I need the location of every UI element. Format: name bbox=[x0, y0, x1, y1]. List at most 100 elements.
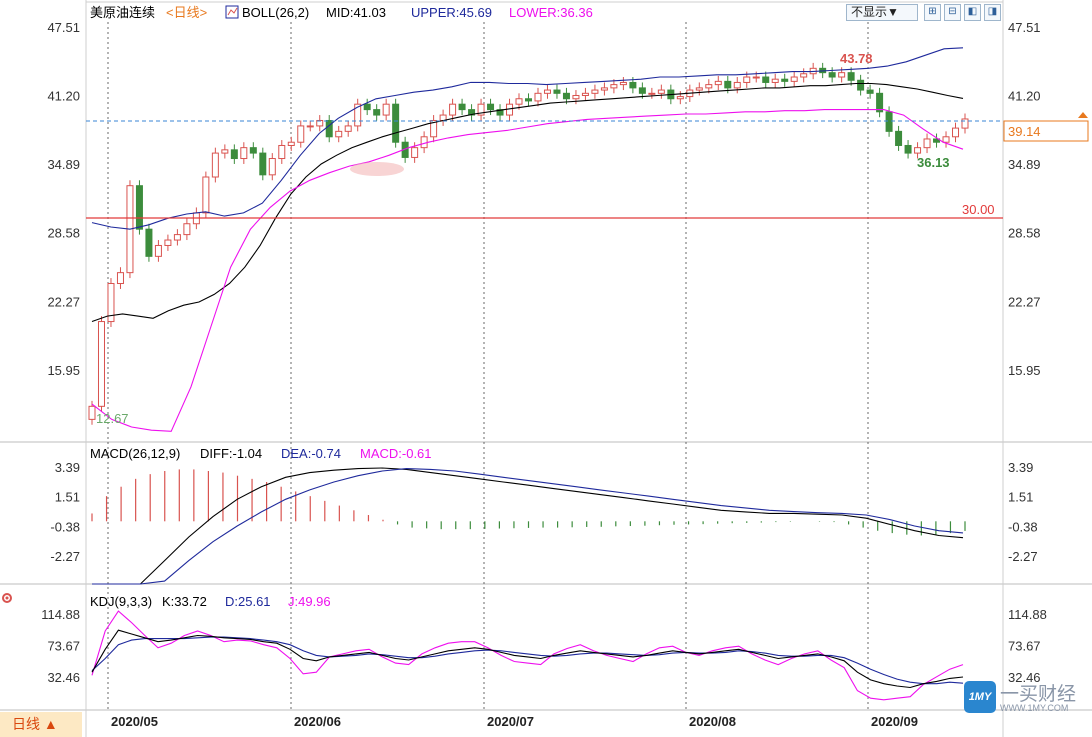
candle-body bbox=[762, 76, 770, 83]
brand-name: 一买财经 bbox=[1000, 683, 1077, 705]
candle-body bbox=[363, 103, 371, 111]
candle-body bbox=[411, 147, 419, 158]
current-price-value: 39.14 bbox=[1008, 124, 1041, 139]
candle-body bbox=[885, 111, 893, 132]
move-left-button[interactable]: ◧ bbox=[964, 4, 981, 21]
candle-body bbox=[164, 239, 172, 246]
frequency-label[interactable]: <日线> bbox=[166, 5, 207, 20]
kdj-j-value: J:49.96 bbox=[288, 594, 331, 609]
kdj-d-value: D:25.61 bbox=[225, 594, 271, 609]
candle-body bbox=[543, 89, 551, 94]
candle-body bbox=[88, 405, 96, 420]
candle-body bbox=[591, 89, 599, 94]
candle-body bbox=[743, 76, 751, 83]
macd-diff-value: DIFF:-1.04 bbox=[200, 446, 262, 461]
candle-body bbox=[515, 98, 523, 105]
candle-body bbox=[221, 149, 229, 154]
annot-high: 43.78 bbox=[840, 51, 873, 66]
candle-body bbox=[230, 149, 238, 160]
display-dropdown[interactable]: 不显示▼ bbox=[846, 4, 918, 21]
boll-upper-value: UPPER:45.69 bbox=[411, 5, 492, 20]
x-axis-month-label: 2020/05 bbox=[111, 714, 158, 729]
arrow-left-icon: ◧ bbox=[967, 6, 978, 17]
candle-body bbox=[876, 92, 884, 113]
candle-body bbox=[857, 79, 865, 91]
main-y-tick: 15.95 bbox=[47, 363, 80, 378]
zoom-in-icon: ⊞ bbox=[928, 6, 937, 17]
kdj-k-line bbox=[91, 629, 964, 689]
candle-body bbox=[610, 84, 618, 89]
candle-body bbox=[676, 96, 684, 100]
candle-body bbox=[135, 185, 143, 230]
candle-body bbox=[249, 147, 257, 154]
x-axis-month-label: 2020/08 bbox=[689, 714, 736, 729]
candle-body bbox=[477, 103, 485, 116]
indicator-icon[interactable] bbox=[225, 5, 239, 19]
candle-body bbox=[202, 176, 210, 214]
main-y-tick: 15.95 bbox=[1008, 363, 1041, 378]
macd-y-tick: 1.51 bbox=[55, 490, 80, 505]
candle-body bbox=[923, 138, 931, 149]
period-selector[interactable]: 日线 ▲ bbox=[0, 712, 82, 737]
macd-label: MACD(26,12,9) bbox=[90, 446, 180, 461]
candle-body bbox=[211, 152, 219, 178]
boll-mid-line bbox=[91, 82, 964, 323]
candle-body bbox=[534, 92, 542, 102]
candle-body bbox=[525, 98, 532, 102]
candle-body bbox=[458, 103, 466, 111]
chevron-down-icon: ▼ bbox=[887, 5, 899, 19]
macd-dea-line bbox=[92, 468, 964, 585]
candle-body bbox=[173, 234, 181, 241]
candle-body bbox=[430, 119, 438, 138]
main-y-tick: 47.51 bbox=[1008, 20, 1041, 35]
candle-body bbox=[828, 72, 836, 78]
macd-diff-line bbox=[92, 467, 964, 585]
arrow-right-icon: ◨ bbox=[987, 6, 998, 17]
candle-body bbox=[695, 87, 703, 91]
kdj-y-tick: 114.88 bbox=[41, 607, 80, 622]
candle-body bbox=[420, 136, 428, 149]
kdj-y-tick: 114.88 bbox=[1008, 607, 1047, 622]
candle-body bbox=[714, 80, 722, 86]
candle-body bbox=[629, 81, 637, 89]
candle-body bbox=[581, 92, 589, 96]
main-y-tick: 34.89 bbox=[1008, 157, 1041, 172]
brand-logo: 1MY bbox=[964, 681, 996, 713]
candle-body bbox=[790, 76, 798, 82]
candle-body bbox=[145, 228, 153, 257]
candle-body bbox=[866, 89, 874, 94]
macd-y-tick: -0.38 bbox=[1008, 519, 1038, 534]
kdj-y-tick: 32.46 bbox=[1008, 670, 1041, 685]
main-y-tick: 28.58 bbox=[47, 226, 80, 241]
candle-body bbox=[705, 84, 713, 89]
candle-body bbox=[97, 321, 105, 407]
indicator-icon-glyph bbox=[227, 7, 238, 16]
main-y-tick: 22.27 bbox=[1008, 294, 1041, 309]
main-y-tick: 22.27 bbox=[47, 294, 80, 309]
candle-body bbox=[648, 92, 656, 95]
move-right-button[interactable]: ◨ bbox=[984, 4, 1001, 21]
boll-mid-value: MID:41.03 bbox=[326, 5, 386, 20]
kdj-y-tick: 32.46 bbox=[47, 670, 80, 685]
candle-body bbox=[449, 103, 457, 116]
kdj-j-line bbox=[91, 610, 964, 701]
zoom-out-button[interactable]: ⊟ bbox=[944, 4, 961, 21]
candle-body bbox=[382, 103, 390, 116]
candle-body bbox=[297, 125, 305, 143]
macd-dea-value: DEA:-0.74 bbox=[281, 446, 341, 461]
candle-body bbox=[316, 119, 324, 127]
settings-icon[interactable] bbox=[2, 593, 12, 603]
main-y-tick: 41.20 bbox=[1008, 89, 1041, 104]
macd-y-tick: 1.51 bbox=[1008, 490, 1033, 505]
current-price-box bbox=[1003, 120, 1089, 142]
kdj-label: KDJ(9,3,3) bbox=[90, 594, 152, 609]
candle-body bbox=[961, 118, 969, 129]
candle-body bbox=[733, 81, 741, 89]
kdj-y-tick: 73.67 bbox=[1008, 639, 1041, 654]
candle-body bbox=[914, 147, 922, 154]
candle-body bbox=[259, 152, 267, 176]
zoom-in-button[interactable]: ⊞ bbox=[924, 4, 941, 21]
candle-body bbox=[487, 103, 495, 111]
candle-body bbox=[619, 81, 627, 86]
